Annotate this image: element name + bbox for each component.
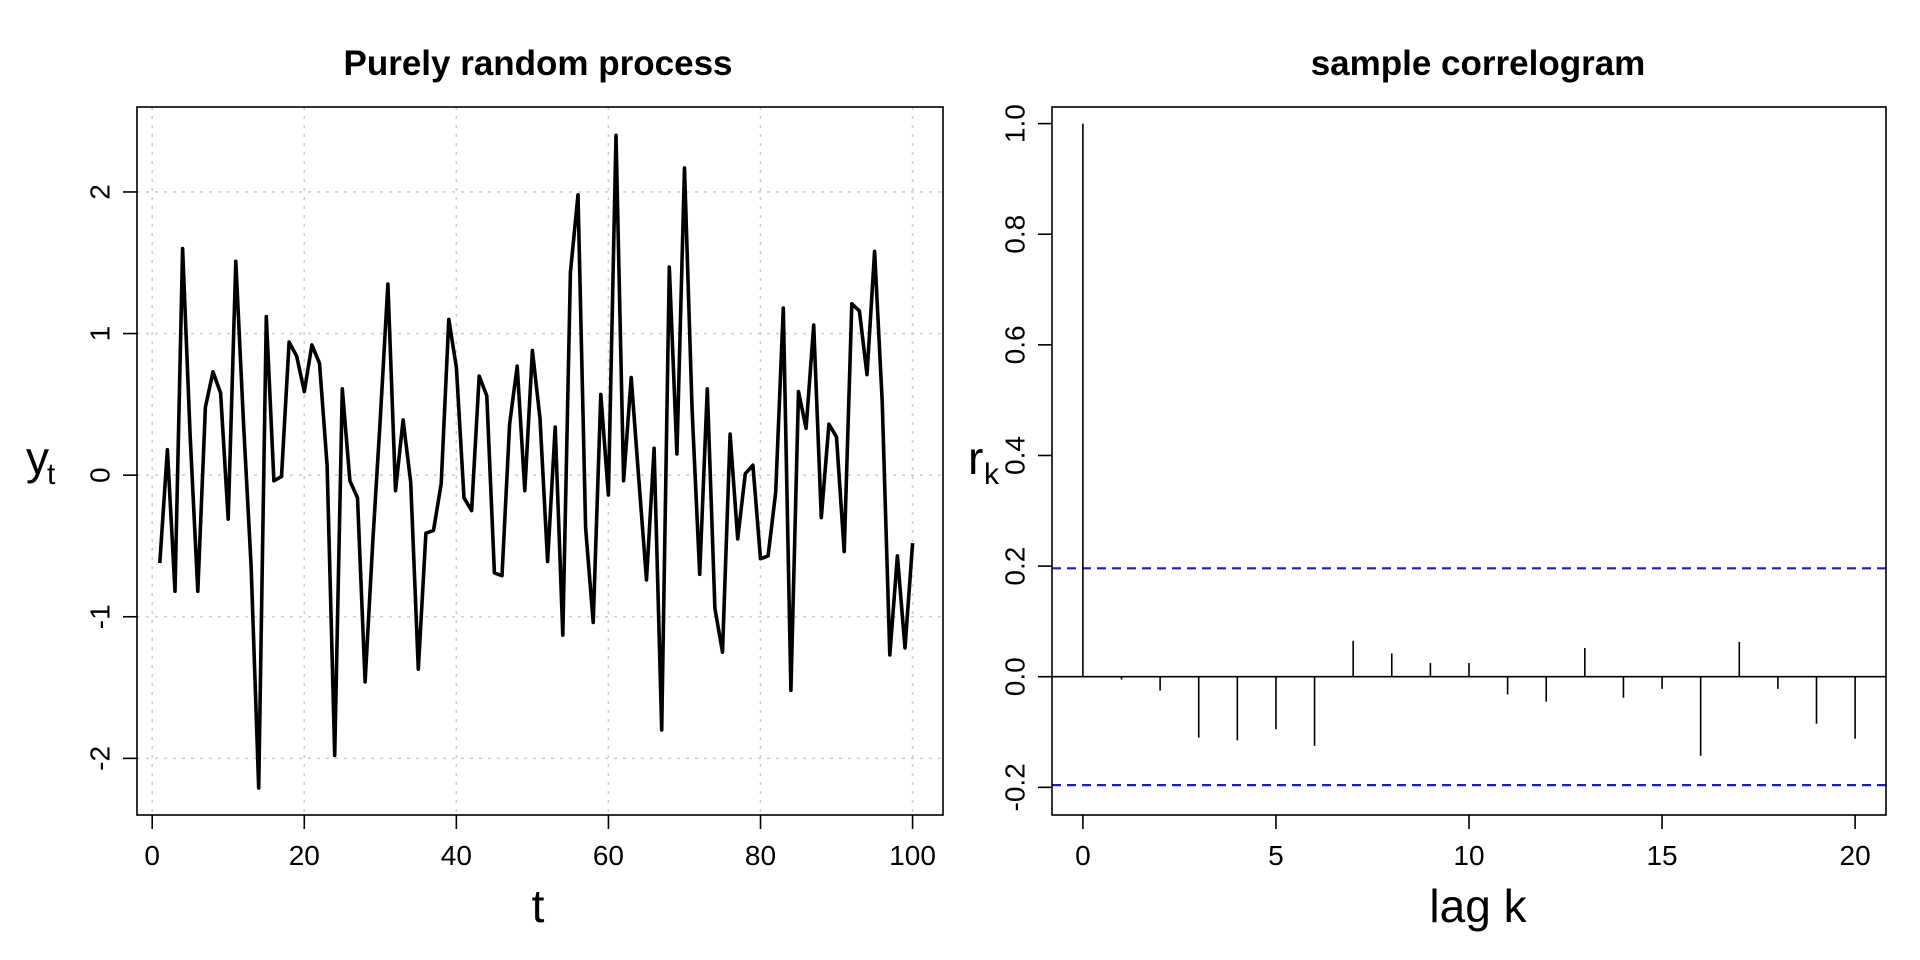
y-tick-label: 1 xyxy=(85,326,116,342)
correlogram-bars xyxy=(1082,123,1856,756)
correlogram-y-label-subscript: k xyxy=(984,458,1000,491)
y-tick-label: 0 xyxy=(85,467,116,483)
x-tick-label: 15 xyxy=(1646,840,1677,871)
correlogram-y-axis: -0.2 0.0 0.2 0.4 0.6 0.8 1.0 xyxy=(1000,104,1052,811)
time-series-y-axis: -2 -1 0 1 2 xyxy=(85,184,137,771)
y-tick-label: 1.0 xyxy=(1000,104,1031,143)
y-tick-label: 0.8 xyxy=(1000,215,1031,254)
y-tick-label: 2 xyxy=(85,184,116,200)
time-series-plot-frame xyxy=(136,106,944,816)
x-tick-label: 0 xyxy=(1075,840,1091,871)
y-tick-label: 0.6 xyxy=(1000,325,1031,364)
time-series-grid xyxy=(137,107,943,815)
time-series-title: Purely random process xyxy=(343,44,732,83)
time-series-y-label-subscript: t xyxy=(47,458,56,491)
y-tick-label: 0.4 xyxy=(1000,436,1031,475)
y-tick-label: -2 xyxy=(85,746,116,771)
y-tick-label: 0.2 xyxy=(1000,547,1031,586)
correlogram-title: sample correlogram xyxy=(1311,44,1646,83)
time-series-x-label: t xyxy=(532,880,545,932)
correlogram-panel: sample correlogram 0 5 10 15 20 -0.2 0.0 0.2 0.… xyxy=(968,44,1887,932)
y-tick-label: -1 xyxy=(85,604,116,629)
time-series-panel: Purely random process 0 20 40 60 80 100 -2-10… xyxy=(26,44,944,932)
x-tick-label: 40 xyxy=(441,840,472,871)
x-tick-label: 10 xyxy=(1453,840,1484,871)
time-series-line xyxy=(158,133,915,790)
y-tick-label: -0.2 xyxy=(1000,763,1031,811)
x-tick-label: 20 xyxy=(1840,840,1871,871)
x-tick-label: 0 xyxy=(144,840,160,871)
y-tick-label: 0.0 xyxy=(1000,657,1031,696)
time-series-y-label: y t xyxy=(26,432,56,491)
correlogram-plot-frame xyxy=(1051,106,1887,816)
x-tick-label: 60 xyxy=(593,840,624,871)
x-tick-label: 100 xyxy=(889,840,936,871)
time-series-y-label-main: y xyxy=(26,432,49,484)
correlogram-x-axis: 0 5 10 15 20 xyxy=(1075,815,1871,871)
x-tick-label: 80 xyxy=(745,840,776,871)
x-tick-label: 5 xyxy=(1268,840,1284,871)
correlogram-y-label-main: r xyxy=(968,432,983,484)
correlogram-y-label: r k xyxy=(968,432,1000,491)
time-series-x-axis: 0 20 40 60 80 100 xyxy=(144,815,936,871)
correlogram-x-label: lag k xyxy=(1429,880,1527,932)
x-tick-label: 20 xyxy=(289,840,320,871)
